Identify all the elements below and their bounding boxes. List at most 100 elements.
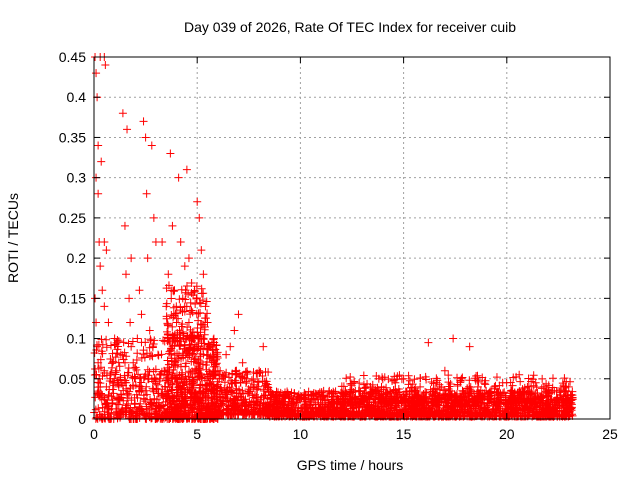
data-point bbox=[433, 385, 442, 394]
data-point bbox=[304, 407, 313, 416]
data-point bbox=[420, 403, 429, 412]
data-point bbox=[337, 403, 346, 412]
data-point bbox=[343, 398, 352, 407]
x-tick-label: 25 bbox=[602, 426, 618, 442]
y-tick-label: 0.15 bbox=[59, 290, 86, 306]
data-point bbox=[142, 189, 151, 198]
data-point bbox=[450, 398, 459, 407]
data-point bbox=[112, 349, 121, 358]
data-point bbox=[186, 368, 195, 377]
data-point bbox=[200, 339, 209, 348]
data-point bbox=[123, 390, 132, 399]
data-point bbox=[137, 405, 146, 414]
data-point bbox=[481, 410, 490, 419]
data-point bbox=[149, 213, 158, 222]
data-point bbox=[226, 376, 235, 385]
data-point bbox=[230, 401, 239, 410]
data-point bbox=[232, 392, 241, 401]
data-point bbox=[168, 374, 177, 383]
data-point bbox=[158, 238, 167, 247]
data-point bbox=[121, 270, 130, 279]
data-point bbox=[414, 397, 423, 406]
data-point bbox=[195, 408, 204, 417]
data-point bbox=[378, 375, 387, 384]
data-point bbox=[147, 351, 156, 360]
data-point bbox=[505, 403, 514, 412]
data-point bbox=[321, 396, 330, 405]
data-point bbox=[468, 398, 477, 407]
data-point bbox=[160, 366, 169, 375]
data-point bbox=[110, 334, 119, 343]
data-point bbox=[253, 409, 262, 418]
data-point bbox=[288, 408, 297, 417]
data-point bbox=[374, 386, 383, 395]
data-point bbox=[181, 372, 190, 381]
data-point bbox=[473, 382, 482, 391]
data-point bbox=[529, 371, 538, 380]
data-point bbox=[209, 358, 218, 367]
data-point bbox=[90, 348, 99, 357]
data-point bbox=[261, 405, 270, 414]
data-point bbox=[481, 391, 490, 400]
data-point bbox=[453, 381, 462, 390]
data-point bbox=[116, 350, 125, 359]
x-tick-labels: 0 5 10 15 20 25 bbox=[90, 426, 618, 442]
data-point bbox=[447, 410, 456, 419]
data-point bbox=[93, 389, 102, 398]
data-point bbox=[509, 373, 518, 382]
data-point bbox=[178, 307, 187, 316]
data-point bbox=[200, 323, 209, 332]
data-point bbox=[267, 390, 276, 399]
y-tick-label: 0.2 bbox=[67, 250, 87, 266]
data-point bbox=[170, 404, 179, 413]
data-point bbox=[92, 69, 101, 78]
data-point bbox=[212, 341, 221, 350]
data-point bbox=[134, 410, 143, 419]
data-point bbox=[503, 409, 512, 418]
data-point bbox=[508, 381, 517, 390]
data-point bbox=[333, 394, 342, 403]
data-point bbox=[193, 358, 202, 367]
data-point bbox=[201, 302, 210, 311]
data-point bbox=[482, 386, 491, 395]
y-tick-label: 0.3 bbox=[67, 170, 87, 186]
data-point bbox=[145, 326, 154, 335]
data-point bbox=[308, 390, 317, 399]
data-point bbox=[109, 381, 118, 390]
data-point bbox=[130, 403, 139, 412]
data-point bbox=[555, 395, 564, 404]
data-point bbox=[358, 394, 367, 403]
data-point bbox=[346, 379, 355, 388]
chart-title: Day 039 of 2026, Rate Of TEC Index for r… bbox=[184, 19, 516, 35]
data-point bbox=[459, 387, 468, 396]
data-point bbox=[426, 404, 435, 413]
data-point bbox=[328, 393, 337, 402]
data-point bbox=[181, 288, 190, 297]
data-point bbox=[360, 384, 369, 393]
data-point bbox=[404, 371, 413, 380]
data-point bbox=[472, 372, 481, 381]
data-point bbox=[169, 303, 178, 312]
data-point bbox=[407, 386, 416, 395]
data-point bbox=[191, 366, 200, 375]
data-point bbox=[166, 149, 175, 158]
data-point bbox=[437, 382, 446, 391]
data-point bbox=[538, 374, 547, 383]
data-point bbox=[465, 376, 474, 385]
data-point bbox=[168, 385, 177, 394]
data-point bbox=[163, 356, 172, 365]
data-point bbox=[196, 308, 205, 317]
data-point bbox=[380, 397, 389, 406]
data-point bbox=[111, 353, 120, 362]
data-point bbox=[371, 392, 380, 401]
data-point bbox=[171, 361, 180, 370]
data-point bbox=[394, 385, 403, 394]
data-point bbox=[192, 342, 201, 351]
data-point bbox=[169, 287, 178, 296]
data-point bbox=[219, 373, 228, 382]
data-point bbox=[166, 399, 175, 408]
data-point bbox=[397, 398, 406, 407]
data-point bbox=[152, 407, 161, 416]
data-point bbox=[259, 387, 268, 396]
data-point bbox=[167, 386, 176, 395]
